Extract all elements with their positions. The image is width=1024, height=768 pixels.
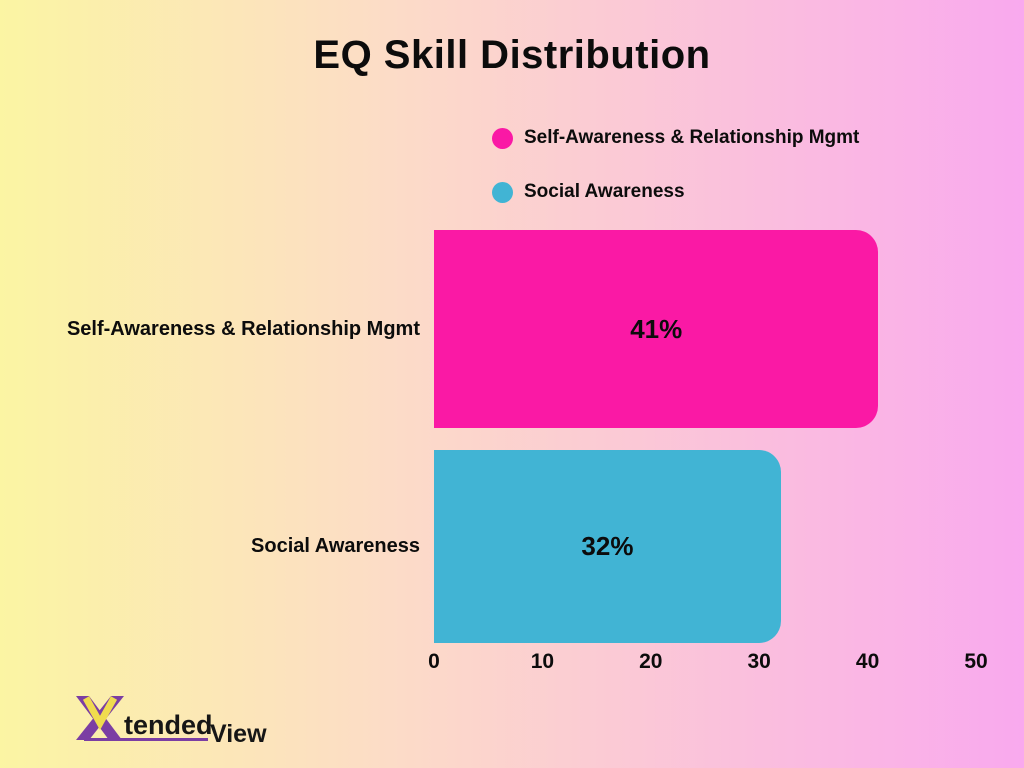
brand-logo: tended View [70,692,280,754]
bar-row: Self-Awareness & Relationship Mgmt 41% [0,230,1024,428]
logo-underline [84,738,208,741]
legend: Self-Awareness & Relationship Mgmt Social… [492,127,859,235]
category-label: Self-Awareness & Relationship Mgmt [66,317,420,340]
x-axis-tick: 10 [530,650,555,673]
legend-label: Social Awareness [524,181,685,202]
legend-item: Social Awareness [492,181,859,203]
x-axis-tick: 40 [855,650,880,673]
x-axis-tick: 50 [964,650,988,673]
x-axis-tick: 30 [747,650,771,673]
bar-social-awareness[interactable]: 32% [434,450,781,643]
legend-swatch-icon [492,181,513,203]
chart-title: EQ Skill Distribution [313,33,711,77]
bar-value-label: 32% [581,531,634,561]
x-axis-tick: 0 [428,650,440,673]
legend-item: Self-Awareness & Relationship Mgmt [492,127,859,149]
bar-self-awareness[interactable]: 41% [434,230,879,428]
legend-label: Self-Awareness & Relationship Mgmt [524,127,860,148]
logo-text-tended: tended [124,710,213,740]
x-axis-tick: 20 [639,650,663,673]
x-axis: 0 10 20 30 40 50 [0,650,1024,678]
category-label: Social Awareness [251,535,420,557]
bar-row: Social Awareness 32% [0,450,1024,643]
xtendedview-logo-icon: tended View [76,696,267,748]
bar-value-label: 41% [630,313,683,344]
legend-swatch-icon [492,127,513,149]
logo-text-view: View [210,720,267,748]
logo-v-icon [82,696,118,731]
